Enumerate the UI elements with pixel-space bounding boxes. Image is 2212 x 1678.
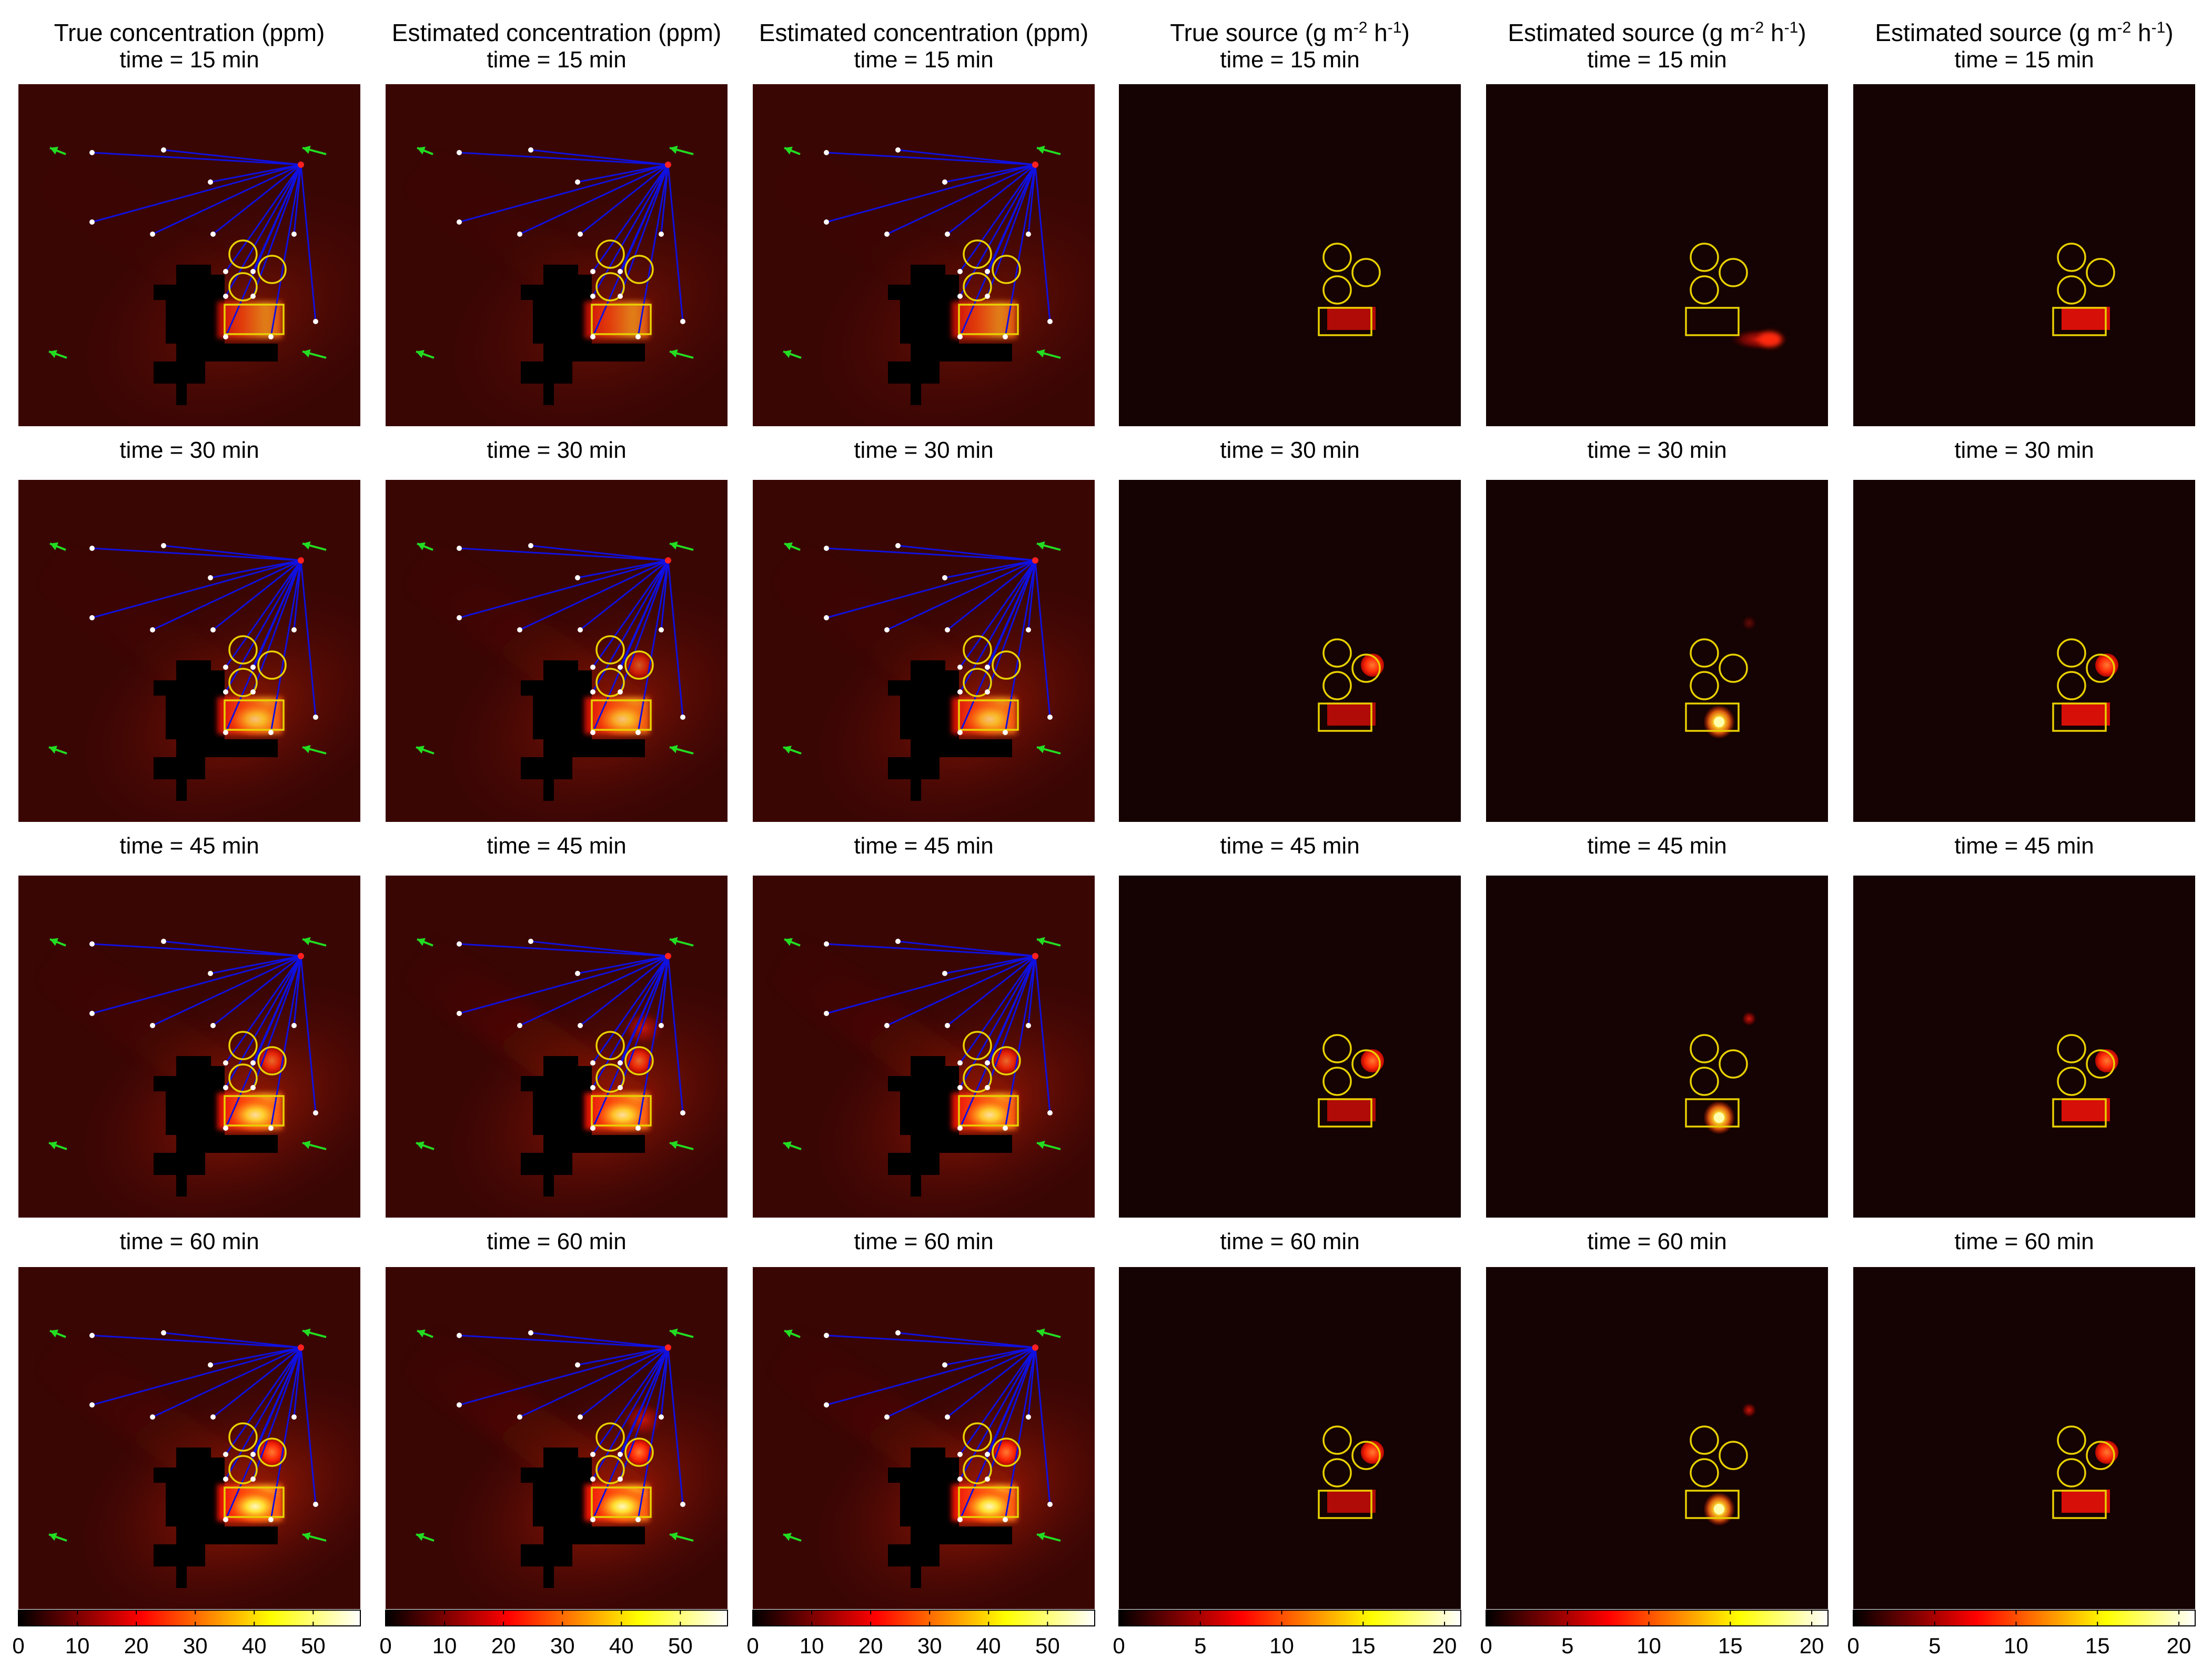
column-title-5: Estimated source (g m-2 h-1) xyxy=(1508,19,1806,47)
colorbar-tick-label: 30 xyxy=(917,1633,942,1658)
panel-concentration-true-60 xyxy=(18,1267,360,1609)
panel-time-label: time = 60 min xyxy=(1220,1229,1359,1254)
colorbar-tick-label: 20 xyxy=(1432,1633,1457,1658)
panel-source-true-30 xyxy=(1119,480,1461,822)
panel-time-label: time = 45 min xyxy=(487,833,626,859)
panel-time-label: time = 15 min xyxy=(119,47,259,73)
panel-concentration-true-45 xyxy=(18,876,360,1218)
colorbar-tick-label: 0 xyxy=(1847,1633,1859,1658)
colorbar-tick-label: 5 xyxy=(1561,1633,1573,1658)
panel-time-label: time = 60 min xyxy=(119,1229,259,1254)
colorbar-tick-label: 10 xyxy=(432,1633,457,1658)
colorbar-tick-label: 50 xyxy=(301,1633,326,1658)
panel-source-estimated_b-45 xyxy=(1853,876,2195,1218)
colorbar-tick-label: 20 xyxy=(491,1633,516,1658)
panel-time-label: time = 30 min xyxy=(1954,437,2094,463)
panel-source-true-45 xyxy=(1119,876,1461,1218)
panel-source-true-60 xyxy=(1119,1267,1461,1609)
panel-concentration-estimated_a-60 xyxy=(386,1267,728,1609)
panel-concentration-estimated_b-45 xyxy=(753,876,1095,1218)
column-title-2: Estimated concentration (ppm) xyxy=(392,19,721,46)
colorbar-tick-label: 40 xyxy=(609,1633,634,1658)
column-title-1: True concentration (ppm) xyxy=(54,19,325,46)
panel-time-label: time = 45 min xyxy=(1954,833,2094,859)
colorbar-tick-label: 10 xyxy=(800,1633,824,1658)
panel-time-label: time = 30 min xyxy=(487,437,626,463)
panel-concentration-estimated_a-45 xyxy=(386,876,728,1218)
panel-time-label: time = 30 min xyxy=(1587,437,1726,463)
panel-source-estimated_b-15 xyxy=(1853,84,2195,426)
panel-source-estimated_b-30 xyxy=(1853,480,2195,822)
colorbar-tick-label: 5 xyxy=(1928,1633,1941,1658)
colorbar-tick-label: 5 xyxy=(1194,1633,1206,1658)
panel-concentration-estimated_b-30 xyxy=(753,480,1095,822)
panel-time-label: time = 45 min xyxy=(1220,833,1359,859)
panel-time-label: time = 30 min xyxy=(119,437,259,463)
panel-source-true-15 xyxy=(1119,84,1461,426)
panel-source-estimated_a-15 xyxy=(1486,84,1828,426)
column-title-6: Estimated source (g m-2 h-1) xyxy=(1875,19,2173,47)
colorbar-tick-label: 0 xyxy=(12,1633,24,1658)
colorbar-tick-label: 30 xyxy=(550,1633,575,1658)
colorbar-tick-label: 10 xyxy=(1269,1633,1294,1658)
colorbar-tick-label: 20 xyxy=(858,1633,883,1658)
panel-time-label: time = 15 min xyxy=(487,47,626,73)
colorbar-2: 0 10 20 30 40 50 xyxy=(379,1610,728,1658)
colorbar-tick-label: 10 xyxy=(1637,1633,1661,1658)
panel-time-label: time = 45 min xyxy=(119,833,259,859)
colorbar-tick-label: 0 xyxy=(746,1633,759,1658)
colorbar-tick-label: 10 xyxy=(2004,1633,2028,1658)
colorbar-tick-label: 10 xyxy=(65,1633,90,1658)
panel-time-label: time = 45 min xyxy=(1587,833,1726,859)
panel-source-estimated_a-30 xyxy=(1486,480,1828,822)
panel-time-label: time = 15 min xyxy=(1220,47,1359,73)
panel-concentration-true-15 xyxy=(18,84,360,426)
colorbar-tick-label: 0 xyxy=(379,1633,391,1658)
panel-concentration-estimated_a-15 xyxy=(386,84,728,426)
panel-time-label: time = 15 min xyxy=(1587,47,1726,73)
panel-source-estimated_a-60 xyxy=(1486,1267,1828,1609)
panel-time-label: time = 15 min xyxy=(854,47,993,73)
colorbar-tick-label: 30 xyxy=(183,1633,208,1658)
panel-time-label: time = 60 min xyxy=(487,1229,626,1254)
colorbar-tick-label: 20 xyxy=(2167,1633,2191,1658)
colorbar-tick-label: 50 xyxy=(1035,1633,1060,1658)
colorbars: 0 10 20 30 40 50 0 10 20 30 40 50 0 10 20 30 40 50 0 5 10 15 2… xyxy=(12,1610,2196,1658)
panel-source-estimated_a-45 xyxy=(1486,876,1828,1218)
colorbar-3: 0 10 20 30 40 50 xyxy=(746,1610,1095,1658)
panel-grid: time = 15 min time = 15 min time = 15 min t… xyxy=(18,47,2195,1609)
colorbar-tick-label: 40 xyxy=(242,1633,267,1658)
panel-concentration-estimated_a-30 xyxy=(386,480,728,822)
panel-time-label: time = 45 min xyxy=(854,833,993,859)
panel-time-label: time = 60 min xyxy=(1587,1229,1726,1254)
colorbar-tick-label: 20 xyxy=(1800,1633,1824,1658)
colorbar-tick-label: 40 xyxy=(976,1633,1001,1658)
colorbar-1: 0 10 20 30 40 50 xyxy=(12,1610,361,1658)
column-titles: True concentration (ppm) Estimated concen… xyxy=(54,19,2174,47)
colorbar-tick-label: 15 xyxy=(1351,1633,1376,1658)
colorbar-tick-label: 0 xyxy=(1480,1633,1492,1658)
panel-time-label: time = 30 min xyxy=(1220,437,1359,463)
colorbar-4: 0 5 10 15 20 xyxy=(1113,1610,1461,1658)
colorbar-tick-label: 15 xyxy=(2085,1633,2110,1658)
column-title-3: Estimated concentration (ppm) xyxy=(759,19,1088,46)
panel-concentration-estimated_b-15 xyxy=(753,84,1095,426)
colorbar-tick-label: 0 xyxy=(1113,1633,1125,1658)
colorbar-tick-label: 50 xyxy=(668,1633,693,1658)
colorbar-tick-label: 15 xyxy=(1718,1633,1743,1658)
panel-concentration-estimated_b-60 xyxy=(753,1267,1095,1609)
panel-time-label: time = 60 min xyxy=(854,1229,993,1254)
colorbar-tick-label: 20 xyxy=(124,1633,149,1658)
colorbar-6: 0 5 10 15 20 xyxy=(1847,1610,2196,1658)
panel-time-label: time = 15 min xyxy=(1954,47,2094,73)
colorbar-5: 0 5 10 15 20 xyxy=(1480,1610,1829,1658)
column-title-4: True source (g m-2 h-1) xyxy=(1170,19,1410,47)
panel-time-label: time = 60 min xyxy=(1954,1229,2094,1254)
panel-source-estimated_b-60 xyxy=(1853,1267,2195,1609)
panel-concentration-true-30 xyxy=(18,480,360,822)
panel-time-label: time = 30 min xyxy=(854,437,993,463)
